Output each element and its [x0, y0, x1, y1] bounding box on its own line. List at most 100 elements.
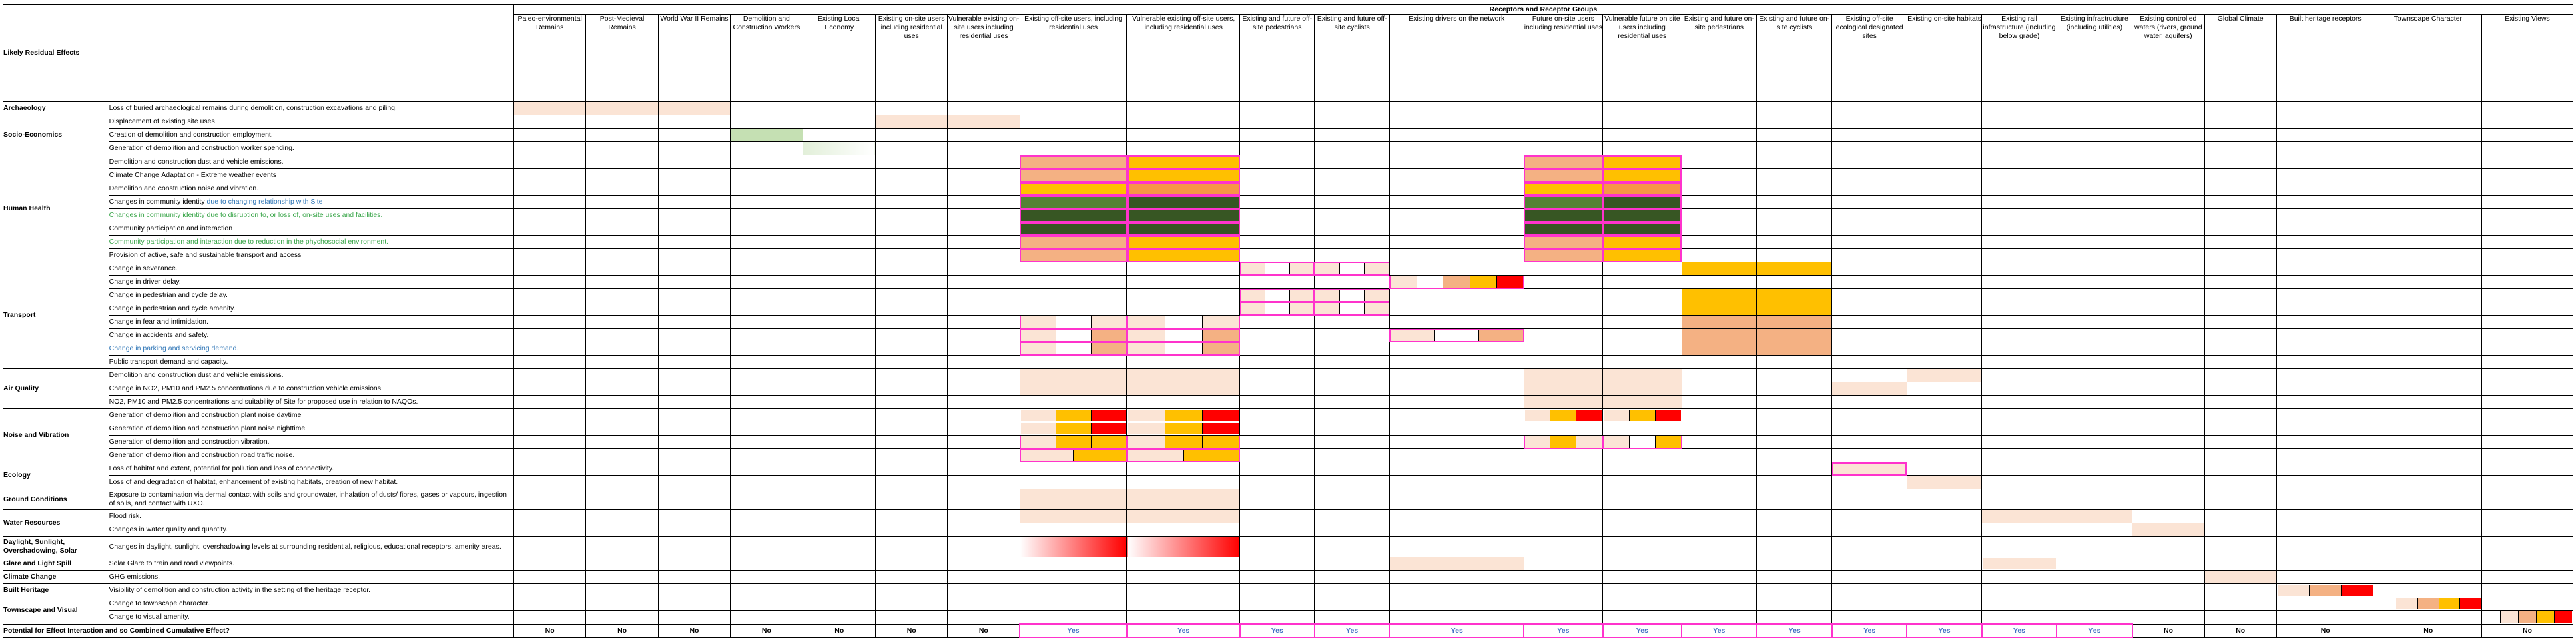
matrix-cell [2276, 128, 2375, 142]
effect-row: Change in accidents and safety. [3, 328, 2573, 342]
matrix-cell [1756, 342, 1833, 356]
cell-segment [1289, 303, 1314, 314]
matrix-cell [874, 382, 948, 396]
matrix-cell [1981, 435, 2057, 449]
cell-segments [1020, 343, 1126, 354]
matrix-cell [2481, 395, 2573, 409]
matrix-cell [2132, 342, 2205, 356]
matrix-cell [1681, 557, 1757, 571]
matrix-cell [1389, 275, 1524, 289]
effect-label: Changes in daylight, sunlight, overshado… [108, 536, 514, 557]
cell-segments [1315, 290, 1389, 301]
effect-row: Glare and Light Spill Solar Glare to trai… [3, 557, 2573, 571]
effect-row: Change in pedestrian and cycle delay. [3, 288, 2573, 302]
cell-segment [1241, 263, 1265, 274]
matrix-cell [1019, 610, 1128, 625]
matrix-cell [585, 315, 659, 329]
matrix-cell [1906, 448, 1983, 462]
matrix-cell [2204, 302, 2277, 316]
cell-segment [1091, 316, 1126, 328]
matrix-cell [1756, 583, 1833, 597]
matrix-cell [874, 475, 948, 489]
matrix-cell [1314, 101, 1390, 115]
matrix-cell [2374, 382, 2483, 396]
matrix-cell [2481, 422, 2573, 436]
matrix-cell [1906, 489, 1983, 510]
cell-segment [1091, 436, 1126, 448]
matrix-cell [947, 115, 1020, 129]
matrix-cell [1239, 208, 1315, 222]
matrix-cell [874, 422, 948, 436]
matrix-cell [730, 382, 803, 396]
matrix-cell [2276, 509, 2375, 523]
matrix-cell [2132, 168, 2205, 182]
matrix-cell [730, 462, 803, 476]
matrix-cell [2056, 168, 2133, 182]
matrix-cell [1981, 208, 2057, 222]
matrix-cell [2132, 422, 2205, 436]
matrix-cell [1906, 583, 1983, 597]
matrix-cell [1314, 509, 1390, 523]
matrix-cell [1981, 408, 2057, 422]
matrix-cell [585, 195, 659, 209]
cell-segment [1390, 330, 1435, 341]
cell-segment [1365, 263, 1389, 274]
matrix-cell [2132, 435, 2205, 449]
matrix-cell [2056, 275, 2133, 289]
matrix-cell [657, 128, 731, 142]
matrix-cell [1981, 128, 2057, 142]
topic-label: Ground Conditions [3, 489, 109, 510]
matrix-cell [802, 395, 876, 409]
matrix-cell [1756, 248, 1833, 262]
matrix-cell [1239, 475, 1315, 489]
matrix-cell [874, 597, 948, 611]
matrix-cell [2374, 509, 2483, 523]
matrix-cell [1906, 235, 1983, 249]
matrix-cell [947, 355, 1020, 369]
matrix-cell [1314, 222, 1390, 236]
matrix-cell [2204, 448, 2277, 462]
matrix-cell [1906, 570, 1983, 584]
cell-segment [1020, 423, 1056, 434]
matrix-cell [1019, 523, 1128, 537]
matrix-cell [730, 489, 803, 510]
effect-label: Change in fear and intimidation. [108, 315, 514, 329]
matrix-cell [874, 248, 948, 262]
matrix-cell [657, 115, 731, 129]
matrix-cell [802, 222, 876, 236]
matrix-cell [585, 570, 659, 584]
matrix-cell [947, 141, 1020, 155]
matrix-cell [2132, 302, 2205, 316]
matrix-cell [1523, 275, 1604, 289]
matrix-cell [1906, 101, 1983, 115]
matrix-cell [2481, 408, 2573, 422]
matrix-cell [1314, 208, 1390, 222]
effect-row: Climate Change Adaptation - Extreme weat… [3, 168, 2573, 182]
matrix-cell [2204, 355, 2277, 369]
matrix-cell [1389, 610, 1524, 625]
matrix-cell [947, 583, 1020, 597]
matrix-cell [2056, 583, 2133, 597]
cell-segment [1655, 410, 1681, 421]
matrix-cell [1831, 302, 1907, 316]
matrix-cell [1314, 475, 1390, 489]
matrix-cell [513, 462, 587, 476]
matrix-cell [1831, 275, 1907, 289]
matrix-cell [2132, 489, 2205, 510]
matrix-cell [1681, 101, 1757, 115]
matrix-cell [1019, 275, 1128, 289]
matrix-cell [1831, 462, 1907, 476]
matrix-cell [585, 155, 659, 169]
effect-row: NO2, PM10 and PM2.5 concentrations and s… [3, 395, 2573, 409]
cell-segment [1365, 290, 1389, 301]
effect-label: Flood risk. [108, 509, 514, 523]
matrix-cell [2132, 448, 2205, 462]
matrix-cell [1389, 570, 1524, 584]
matrix-cell [1239, 222, 1315, 236]
matrix-cell [657, 570, 731, 584]
matrix-cell [1019, 328, 1128, 342]
matrix-cell [1681, 328, 1757, 342]
matrix-cell [1019, 302, 1128, 316]
effect-row: Ground Conditions Exposure to contaminati… [3, 489, 2573, 510]
matrix-cell [1389, 462, 1524, 476]
